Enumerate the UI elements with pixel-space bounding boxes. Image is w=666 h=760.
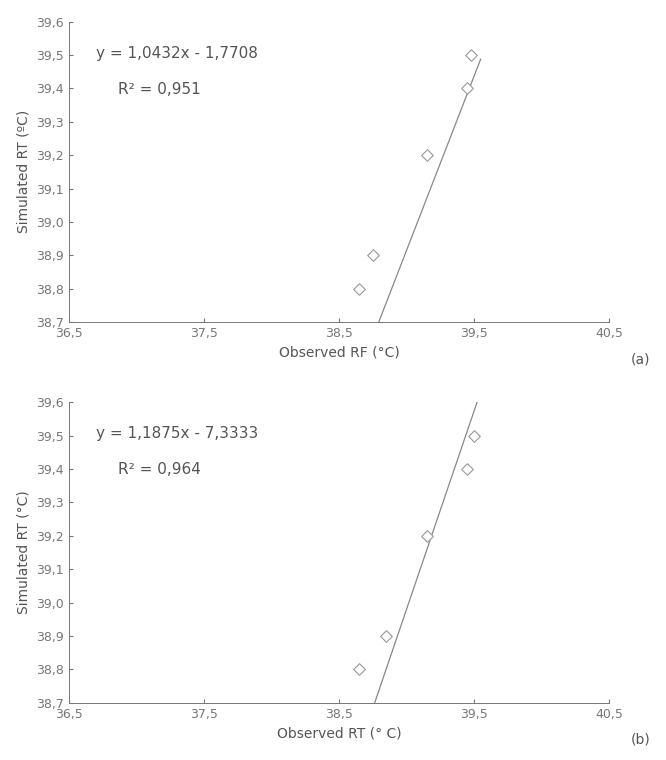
Text: y = 1,0432x - 1,7708: y = 1,0432x - 1,7708 xyxy=(96,46,258,61)
Text: (a): (a) xyxy=(631,352,650,366)
Point xyxy=(368,249,378,261)
Text: R² = 0,951: R² = 0,951 xyxy=(118,82,200,97)
Point xyxy=(381,630,392,642)
Y-axis label: Simulated RT (°C): Simulated RT (°C) xyxy=(17,491,31,614)
Y-axis label: Simulated RT (ºC): Simulated RT (ºC) xyxy=(17,110,31,233)
Point xyxy=(354,283,364,295)
Text: (b): (b) xyxy=(631,733,650,747)
Point xyxy=(469,429,480,442)
X-axis label: Observed RT (° C): Observed RT (° C) xyxy=(276,726,401,740)
Point xyxy=(354,663,364,676)
Point xyxy=(462,82,472,94)
Text: y = 1,1875x - 7,3333: y = 1,1875x - 7,3333 xyxy=(96,426,258,442)
Point xyxy=(422,149,432,161)
Point xyxy=(466,49,477,61)
Text: R² = 0,964: R² = 0,964 xyxy=(118,462,200,477)
X-axis label: Observed RF (°C): Observed RF (°C) xyxy=(278,346,400,359)
Point xyxy=(422,530,432,542)
Point xyxy=(462,463,472,475)
